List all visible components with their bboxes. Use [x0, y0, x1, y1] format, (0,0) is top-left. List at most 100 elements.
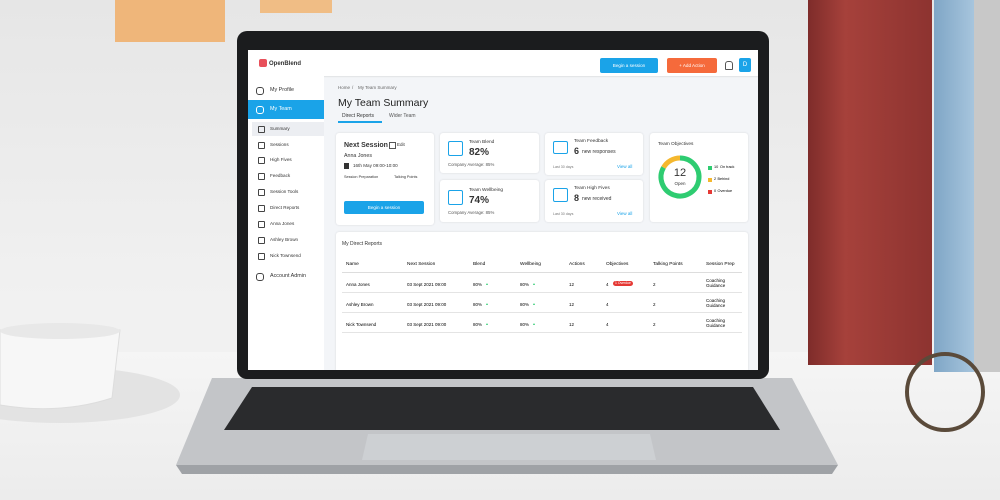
active-nav: [248, 100, 324, 119]
nav-item[interactable]: My Team: [270, 105, 292, 112]
nav-item[interactable]: Account Admin: [270, 272, 306, 279]
logo: OpenBlend: [269, 61, 302, 67]
column-header: Wellbeing: [520, 262, 541, 267]
trend-up: [486, 323, 488, 325]
breadcrumb-home[interactable]: Home: [338, 85, 351, 90]
card-value: 74%: [469, 195, 490, 206]
team-objectives-card: Team Objectives 12 Open 10 On track 2 Behin…: [650, 133, 748, 222]
session-link[interactable]: Session Preparation: [344, 175, 379, 179]
session-link[interactable]: Talking Points: [394, 175, 418, 179]
legend-label: Behind: [717, 177, 730, 181]
card-value: 82%: [469, 147, 490, 158]
column-header: Name: [346, 262, 359, 267]
card-title: Team Feedback: [574, 139, 609, 144]
legend-count: 0: [714, 189, 717, 193]
table-cell: 4: [606, 322, 609, 327]
begin-session-button[interactable]: Begin a session: [344, 201, 424, 214]
table-cell: 80%: [520, 322, 530, 327]
legend-count: 2: [714, 177, 717, 181]
column-header: Actions: [569, 262, 585, 267]
nav-icon: [258, 189, 265, 196]
table-cell: 80%: [473, 322, 483, 327]
table-cell: 80%: [520, 282, 530, 287]
nav-icon: [258, 126, 265, 133]
card-period: Last 30 days: [553, 165, 574, 169]
table-cell: 03 Sept 2021 09:00: [407, 322, 447, 327]
nav-item[interactable]: Anna Jones: [270, 220, 295, 226]
cup-rim: [0, 323, 120, 339]
table-cell: 80%: [473, 302, 483, 307]
active-subnav: [252, 122, 324, 136]
card-title: Team Objectives: [658, 142, 694, 147]
card-title: Team High Fives: [574, 186, 610, 191]
session-time: 16th May 09:00-10:00: [353, 163, 398, 168]
view-all-link[interactable]: View all: [617, 164, 633, 169]
overdue-badge: 1 Overdue: [613, 281, 633, 287]
edit-icon: [389, 142, 396, 149]
nav-item[interactable]: Direct Reports: [270, 204, 300, 210]
team-blend-card: Team Blend 82% Company Average: 85%: [440, 133, 539, 173]
bell-icon[interactable]: [725, 61, 733, 70]
table-cell: 2: [653, 322, 656, 327]
table-cell: 80%: [520, 302, 530, 307]
trackpad: [362, 434, 656, 460]
table-cell: Coaching Guidance: [706, 298, 726, 309]
table-cell: 03 Sept 2021 09:00: [407, 302, 447, 307]
team-wellbeing-card: Team Wellbeing 74% Company Average: 85%: [440, 180, 539, 222]
avatar[interactable]: D: [739, 58, 751, 72]
book: [808, 0, 932, 365]
table-cell: Anna Jones: [346, 282, 370, 287]
card-title: My Direct Reports: [342, 241, 383, 247]
nav-item[interactable]: High Fives: [270, 156, 292, 162]
donut-segment: [661, 155, 681, 169]
nav-item[interactable]: Summary: [270, 125, 290, 131]
sticky-note: [260, 0, 332, 13]
sticky-note: [115, 0, 225, 42]
card-title: Next Session: [344, 142, 388, 149]
column-header: Blend: [473, 262, 486, 267]
trend-up: [533, 283, 535, 285]
table-cell: 12: [569, 282, 575, 287]
table-cell: 2: [653, 302, 656, 307]
nav-icon: [258, 237, 265, 244]
edit-link[interactable]: Edit: [397, 142, 405, 147]
row-rule: [342, 312, 742, 313]
nav-icon: [256, 106, 264, 114]
team-high-fives-card: Team High Fives 8 new received Last 30 d…: [545, 180, 643, 222]
nav-item[interactable]: My Profile: [270, 86, 294, 93]
column-header: Talking Points: [653, 262, 683, 267]
header-rule: [342, 272, 742, 273]
cup: [0, 329, 121, 410]
begin-session-button[interactable]: Begin a session: [600, 58, 658, 73]
tab-active[interactable]: Direct Reports: [342, 113, 374, 119]
legend-label: Overdue: [717, 189, 733, 193]
nav-icon: [258, 142, 265, 149]
table-cell: 4: [606, 282, 609, 287]
nav-item[interactable]: Ashley Brown: [270, 236, 299, 242]
card-average: Company Average: 85%: [448, 162, 495, 167]
nav-item[interactable]: Session Tools: [270, 188, 299, 194]
row-rule: [342, 292, 742, 293]
book: [934, 0, 974, 372]
column-header: Session Prep: [706, 262, 735, 267]
card-count: 8: [574, 193, 580, 203]
tab-underline: [338, 121, 382, 123]
view-all-link[interactable]: View all: [617, 211, 633, 216]
screen: OpenBlend Begin a session + Add Action D…: [248, 50, 758, 370]
card-icon: [553, 141, 568, 154]
row-rule: [342, 332, 742, 333]
nav-item[interactable]: Sessions: [270, 141, 289, 147]
tab[interactable]: Wider Team: [389, 113, 416, 119]
add-action-button[interactable]: + Add Action: [667, 58, 717, 73]
trend-up: [533, 303, 535, 305]
column-header: Next Session: [407, 262, 436, 267]
legend-swatch: [708, 190, 712, 194]
table-cell: 03 Sept 2021 09:00: [407, 282, 447, 287]
nav-icon: [258, 221, 265, 228]
card-title: Team Wellbeing: [469, 188, 504, 193]
nav-icon: [256, 273, 264, 281]
nav-item[interactable]: Feedback: [270, 172, 291, 178]
keyboard: [224, 387, 780, 430]
nav-item[interactable]: Nick Townsend: [270, 252, 301, 258]
